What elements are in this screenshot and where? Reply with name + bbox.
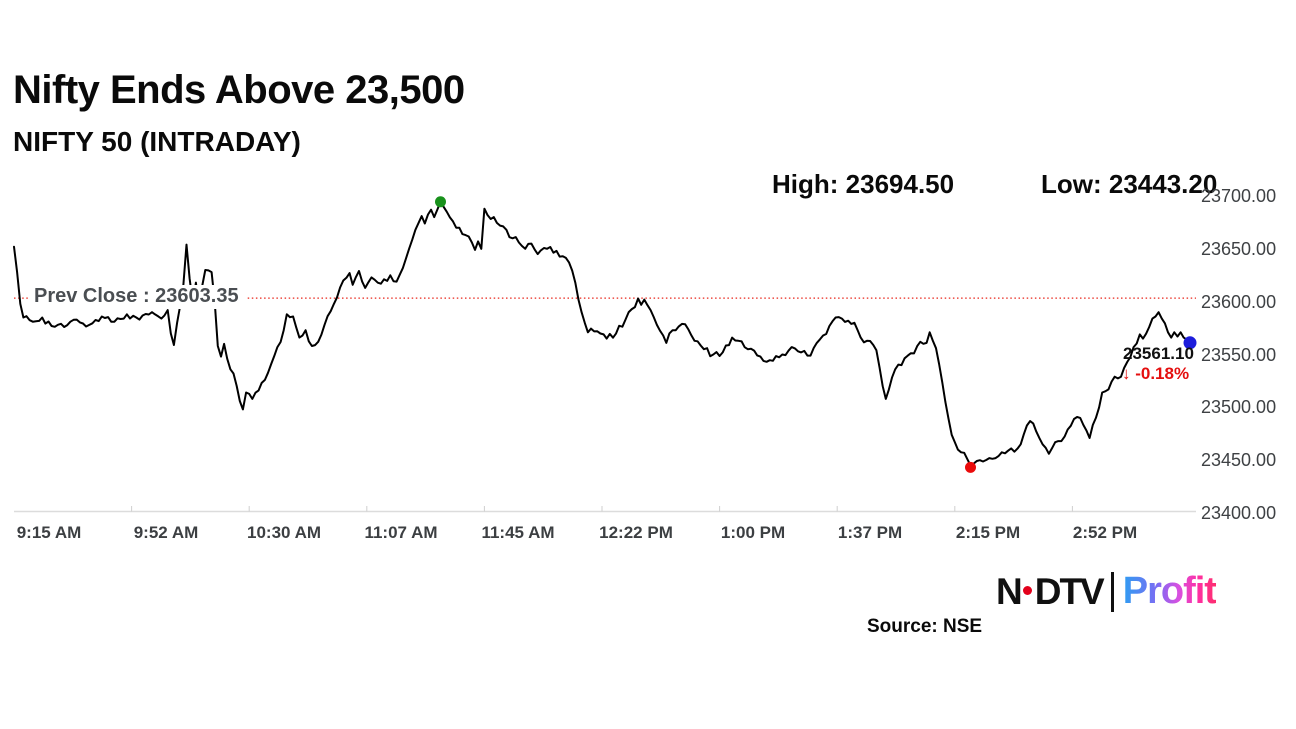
ndtv-logo-n: N — [996, 570, 1023, 612]
ndtv-logo-dtv: DTV — [1034, 570, 1105, 612]
last-price-label: 23561.10 — [1123, 344, 1194, 363]
price-change-label: ↓ -0.18% — [1122, 364, 1190, 383]
logo-separator — [1110, 571, 1114, 612]
logo-red-dot-icon — [1022, 585, 1032, 595]
x-axis-tick-label: 9:52 AM — [133, 523, 199, 542]
price-line — [13, 200, 1191, 467]
chart-subtitle: NIFTY 50 (INTRADAY) — [13, 126, 301, 157]
x-axis-tick-marks — [131, 506, 1073, 512]
low-value-label: Low: 23443.20 — [1041, 169, 1218, 199]
ndtv-logo-text: N DTV — [996, 570, 1105, 613]
x-axis-tick-label: 12:22 PM — [599, 523, 673, 542]
x-axis-tick-label: 9:15 AM — [16, 523, 82, 542]
y-axis-tick-label: 23650.00 — [1201, 239, 1277, 259]
source-label: Source: NSE — [867, 616, 983, 637]
prev-close-label: Prev Close : 23603.35 — [30, 285, 247, 309]
x-axis-tick-label: 10:30 AM — [246, 523, 322, 542]
y-axis-tick-label: 23550.00 — [1201, 345, 1277, 365]
last-marker — [1183, 336, 1197, 350]
x-axis-tick-label: 2:52 PM — [1072, 523, 1138, 542]
high-value-label: High: 23694.50 — [772, 169, 955, 199]
y-axis-tick-label: 23450.00 — [1201, 450, 1277, 470]
page-title: Nifty Ends Above 23,500 — [13, 68, 465, 112]
low-marker — [965, 461, 976, 473]
ndtv-profit-logo: N DTV Profit — [996, 570, 1217, 613]
x-axis-tick-label: 11:45 AM — [481, 523, 555, 542]
x-axis-tick-label: 1:37 PM — [837, 523, 903, 542]
x-axis-tick-label: 2:15 PM — [955, 523, 1021, 542]
y-axis-tick-label: 23700.00 — [1201, 186, 1277, 206]
high-marker — [435, 196, 446, 208]
y-axis-tick-label: 23500.00 — [1201, 397, 1277, 417]
y-axis-tick-label: 23600.00 — [1201, 292, 1277, 312]
y-axis-tick-label: 23400.00 — [1201, 503, 1277, 523]
x-axis-tick-label: 11:07 AM — [364, 523, 438, 542]
x-axis-tick-label: 1:00 PM — [720, 523, 786, 542]
profit-logo-text: Profit — [1122, 570, 1217, 612]
